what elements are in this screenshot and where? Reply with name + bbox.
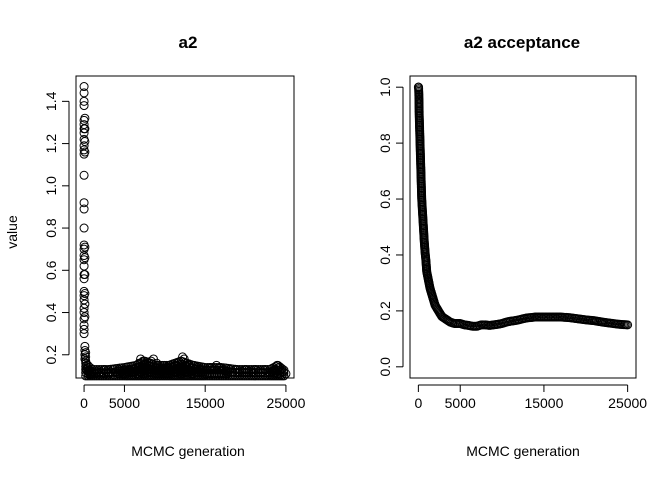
panel-a2: a2 0 5000 15000 25000 0.2 0.4 0.6 0.8 1.0 1.2 1.4…: [4, 33, 306, 459]
y-axis-a2: 0.2 0.4 0.6 0.8 1.0 1.2 1.4: [43, 91, 70, 365]
y-tick-label: 0.6: [43, 260, 59, 280]
data-point-a2: [80, 312, 90, 322]
data-point-a2: [122, 367, 132, 377]
x-axis-a2: 0 5000 15000 25000: [80, 384, 306, 411]
y-axis-label-a2: value: [4, 215, 20, 249]
x-axis-a2-acceptance: 0 5000 15000 25000: [414, 384, 647, 411]
data-point-a2: [184, 360, 194, 370]
data-point-a2: [178, 352, 188, 362]
data-point-a2: [80, 136, 90, 146]
y-tick-label: 0.4: [377, 245, 393, 265]
y-tick-label: 0.4: [43, 303, 59, 323]
data-point-a2: [89, 367, 99, 377]
data-point-a2: [79, 329, 89, 339]
plot-frame-a2-acceptance: [409, 75, 637, 379]
data-point-a2: [79, 198, 89, 208]
data-point-a2: [79, 324, 89, 334]
data-point-a2: [80, 113, 90, 123]
data-point-a2: [81, 352, 91, 362]
data-point-a2: [281, 369, 291, 379]
x-axis-label-a2-acceptance: MCMC generation: [466, 443, 580, 459]
y-tick-label: 1.0: [43, 176, 59, 196]
data-point-a2: [80, 147, 90, 157]
data-point-a2: [244, 367, 254, 377]
data-point-a2: [263, 367, 273, 377]
data-point-a2: [97, 369, 107, 379]
data-point-a2: [106, 367, 116, 377]
data-point-a2: [80, 253, 90, 263]
y-tick-label: 1.0: [377, 77, 393, 97]
data-point-a2: [79, 274, 89, 284]
data-point-a2: [80, 299, 90, 309]
data-point-a2: [186, 362, 196, 372]
x-axis-label-a2: MCMC generation: [131, 443, 245, 459]
data-point-a2: [146, 356, 156, 366]
data-point-a2: [136, 354, 146, 364]
data-point-a2: [279, 367, 289, 377]
x-tick-label: 15000: [186, 395, 225, 411]
y-tick-label: 0.0: [377, 357, 393, 377]
data-point-a2: [152, 358, 162, 368]
data-point-a2: [79, 308, 89, 318]
y-tick-label: 0.6: [377, 189, 393, 209]
data-point-a2: [111, 367, 121, 377]
data-point-a2: [162, 362, 172, 372]
data-point-a2: [87, 369, 97, 379]
data-point-a2: [170, 360, 180, 370]
data-point-a2: [79, 303, 89, 313]
y-tick-label: 0.2: [377, 301, 393, 321]
x-tick-label: 25000: [266, 395, 305, 411]
y-axis-a2-acceptance: 0.0 0.2 0.4 0.6 0.8 1.0: [377, 77, 404, 377]
data-point-a2: [179, 354, 189, 364]
data-point-a2: [79, 170, 89, 180]
data-point-a2: [79, 204, 89, 214]
x-tick-label: 0: [80, 395, 88, 411]
data-layer-a2-acceptance: [413, 82, 633, 331]
band-point-a2: [279, 371, 289, 381]
x-tick-label: 5000: [109, 395, 140, 411]
data-point-a2: [79, 96, 89, 106]
data-point-a2: [80, 270, 90, 280]
data-point-a2: [80, 242, 90, 252]
y-tick-label: 1.2: [43, 134, 59, 154]
data-point-a2: [253, 367, 263, 377]
data-point-a2: [79, 82, 89, 92]
chart-title-a2: a2: [179, 33, 198, 52]
x-tick-label: 15000: [524, 395, 563, 411]
data-layer-a2: [79, 82, 291, 381]
x-tick-label: 0: [414, 395, 422, 411]
data-point-a2: [94, 369, 104, 379]
data-point-a2: [80, 124, 90, 134]
data-point-a2: [154, 365, 164, 375]
plot-frame-a2: [75, 75, 295, 379]
data-point-a2: [102, 367, 112, 377]
data-point-a2: [79, 223, 89, 233]
x-tick-label: 5000: [445, 395, 476, 411]
data-point-a2: [80, 289, 90, 299]
y-tick-label: 1.4: [43, 91, 59, 111]
chart-title-a2-acceptance: a2 acceptance: [464, 33, 580, 52]
data-point-a2: [90, 369, 100, 379]
data-point-a2: [79, 128, 89, 138]
y-tick-label: 0.8: [377, 133, 393, 153]
data-point-a2: [119, 365, 129, 375]
data-point-a2: [79, 101, 89, 111]
data-point-a2: [234, 367, 244, 377]
y-tick-label: 0.8: [43, 218, 59, 238]
data-point-a2: [114, 365, 124, 375]
data-point-a2-acceptance: [623, 320, 633, 330]
panel-a2-acceptance: a2 acceptance 0 5000 15000 25000 0.00.20.40…: [377, 33, 647, 459]
y-tick-label: 0.2: [43, 345, 59, 365]
x-tick-label: 25000: [608, 395, 647, 411]
